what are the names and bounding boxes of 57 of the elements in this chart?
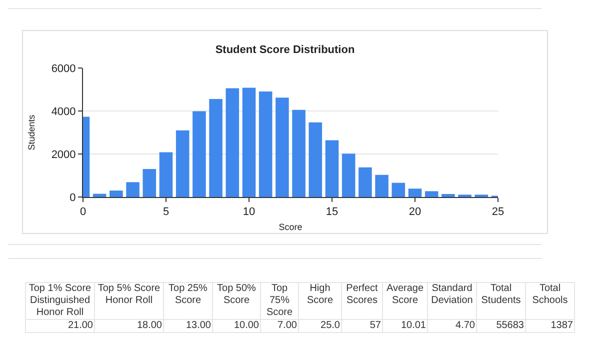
bar [424,191,438,197]
text: 13.00 [164,320,212,332]
text: 25.0 [298,320,342,332]
x-tick-label: 0 [80,206,86,218]
text: 7.00 [260,320,298,332]
y-axis-title: Students [26,114,37,150]
chart-title: Student Score Distribution [215,44,355,56]
text: 55683 [476,320,526,332]
y-tick-label: 0 [70,192,76,204]
text: Top 1% Score Distinguished Honor Roll [26,282,94,320]
text: 18.00 [94,320,164,332]
bar [176,130,190,197]
bar [159,152,173,197]
bar [408,188,422,197]
bar [392,182,406,197]
bar [226,88,240,197]
text: 21.00 [26,320,94,332]
bar [209,98,222,197]
y-tick-label: 2000 [51,148,76,161]
bar [375,174,388,197]
bar [242,88,256,197]
text: 4.70 [428,320,476,332]
x-axis-title: Score [278,222,302,232]
bar [258,91,272,197]
bar [342,154,356,197]
x-tick-label: 10 [242,206,256,218]
bar [442,194,455,197]
x-tick-label: 20 [408,206,422,218]
y-tick-label: 6000 [51,62,76,75]
text: Average Score [382,282,428,320]
text: Standard Deviation [428,282,476,320]
text: Top 25% Score [164,282,212,320]
text: Top 5% Score Honor Roll [94,282,164,320]
text: Top 75% Score [260,282,298,320]
bar [126,182,140,197]
text: High Score [298,282,342,320]
text: 10.00 [212,320,260,332]
text: Total Schools [526,282,574,320]
text: 57 [342,320,382,332]
bar [358,167,372,197]
bar [92,194,106,197]
text: 10.01 [382,320,428,332]
bar [325,140,339,197]
y-tick-label: 4000 [51,106,76,118]
x-tick-label: 25 [492,206,504,218]
x-tick-label: 15 [326,206,338,218]
bar [308,122,322,197]
text: Top 50% Score [212,282,260,320]
bar [292,110,306,197]
bar [192,111,206,197]
bar [142,169,156,197]
bar [276,98,289,197]
text: Perfect Scores [342,282,382,320]
text: Total Students [476,282,526,320]
text: 1387 [526,320,574,332]
bar [110,190,123,197]
x-tick-label: 5 [162,206,170,218]
